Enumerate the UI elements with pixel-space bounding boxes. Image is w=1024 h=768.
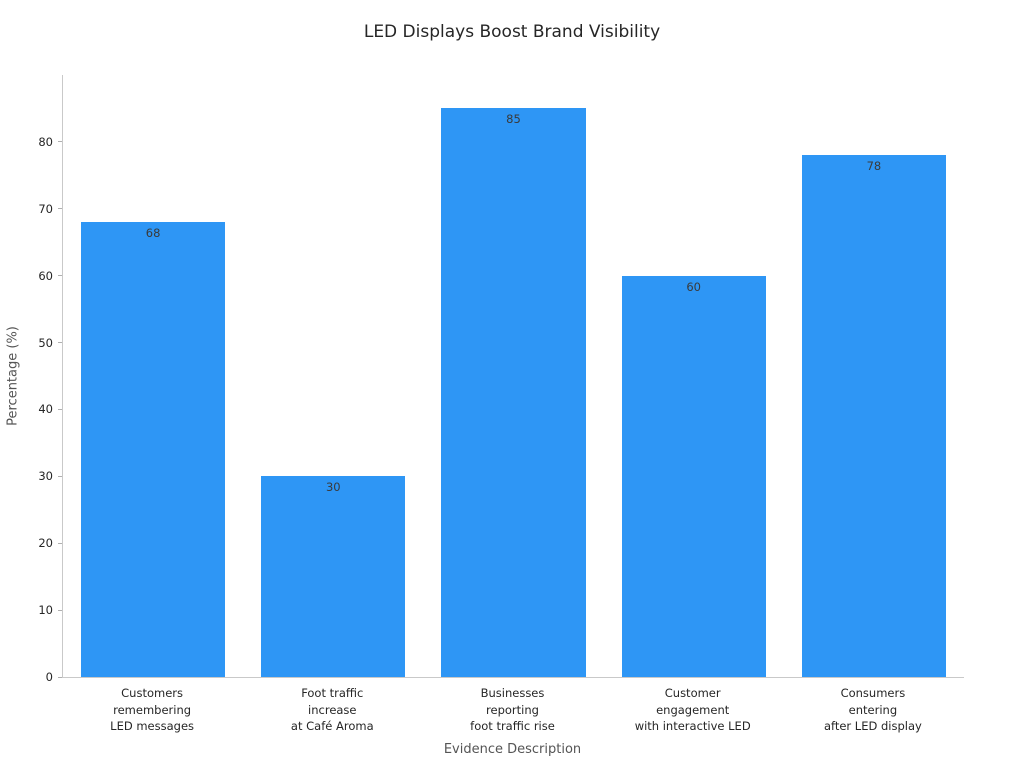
bar-value-label: 60 (686, 279, 701, 294)
x-tick-label-line: reporting (486, 702, 539, 717)
y-tick-label: 80 (38, 134, 53, 149)
bar-value-label: 85 (506, 112, 521, 127)
y-tick-label: 70 (38, 201, 53, 216)
x-tick-label: Consumers entering after LED display (783, 685, 963, 735)
x-tick-label-line: Consumers (840, 686, 906, 700)
x-tick-label: Foot traffic increase at Café Aroma (242, 685, 422, 735)
x-tick-label-line: Foot traffic (301, 686, 364, 700)
x-tick-label: Customers remembering LED messages (62, 685, 242, 735)
y-tick-mark (58, 141, 62, 143)
y-tick-label: 20 (38, 536, 53, 551)
y-tick-mark (58, 342, 62, 344)
x-tick-label-line: Businesses (480, 686, 545, 700)
x-tick-label-line: after LED display (823, 719, 922, 733)
y-tick-mark (58, 208, 62, 210)
x-tick-label-line: remembering (113, 702, 192, 717)
y-tick-mark (58, 475, 62, 477)
x-tick-label-line: entering (848, 702, 898, 717)
bar: 78 (801, 155, 946, 677)
x-tick-label-line: at Café Aroma (290, 719, 374, 733)
x-tick-label-line: foot traffic rise (470, 719, 555, 733)
bar-value-label: 30 (325, 480, 341, 495)
y-tick-label: 40 (38, 402, 53, 417)
y-tick-mark (58, 609, 62, 611)
y-tick-mark (58, 542, 62, 544)
bar: 60 (621, 275, 766, 677)
x-tick-label: Businesses reporting foot traffic rise (422, 685, 602, 735)
y-tick-label: 0 (45, 670, 53, 684)
bar: 30 (261, 476, 406, 677)
x-tick-label-line: Customers (121, 686, 184, 700)
y-tick-mark (58, 275, 62, 277)
y-tick-label: 10 (38, 603, 53, 618)
x-axis-label: Evidence Description (443, 742, 582, 757)
x-tick-labels: Customers remembering LED messages Foot tra… (62, 685, 963, 741)
bar: 85 (441, 108, 586, 677)
bar: 68 (81, 222, 226, 677)
x-tick-label-line: with interactive LED (634, 719, 751, 733)
y-tick-mark (58, 676, 62, 678)
chart-title: LED Displays Boost Brand Visibility (363, 22, 661, 42)
y-tick-label: 50 (38, 335, 53, 350)
y-tick-label: 30 (38, 469, 53, 484)
x-tick-label-line: engagement (656, 702, 730, 717)
x-tick-label-line: Customer (664, 686, 721, 700)
y-tick-mark (58, 408, 62, 410)
bar-value-label: 68 (145, 226, 161, 241)
x-tick-label-line: LED messages (110, 719, 195, 733)
plot-area: 0 10 20 30 40 50 60 70 80 68 30 85 60 78 (38, 75, 964, 684)
x-tick-label: Customer engagement with interactive LED (603, 685, 783, 735)
y-tick-label: 60 (38, 268, 53, 283)
x-tick-label-line: increase (308, 702, 357, 717)
bar-value-label: 78 (866, 159, 882, 174)
